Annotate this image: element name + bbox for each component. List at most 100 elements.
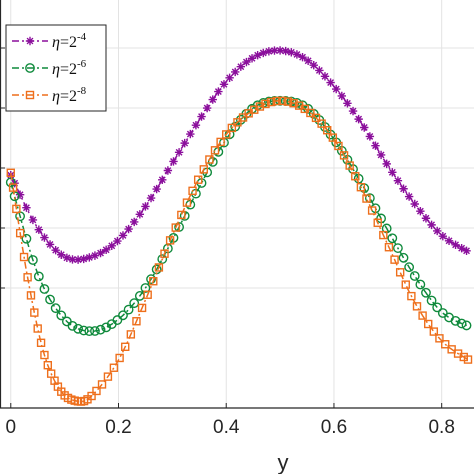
data-point [25,90,35,100]
data-point [371,141,380,150]
data-point [360,123,369,132]
data-point [283,97,293,106]
data-point [154,263,164,272]
legend-label: η=2-8 [52,85,87,105]
data-point [130,217,139,227]
data-point [395,268,405,277]
data-point [287,48,296,57]
data-point [365,132,375,141]
data-point [33,324,42,333]
data-point [68,255,77,264]
data-point [236,62,246,71]
legend-label: η=2-6 [52,58,87,78]
data-point [163,166,173,175]
data-point [331,84,341,94]
data-point [225,73,234,82]
data-point [8,183,18,192]
data-point [367,206,377,215]
x-tick-label: 0.6 [321,417,347,438]
data-point [410,199,419,209]
data-point [306,108,315,118]
data-point [214,87,223,96]
data-point [384,243,394,252]
data-point [303,56,313,65]
data-point [21,233,32,244]
data-point [34,225,44,234]
data-point [40,233,49,242]
data-point [334,141,343,151]
data-point [356,182,366,192]
data-point [270,46,279,55]
data-point [412,302,422,311]
data-point [126,330,136,339]
data-point [387,233,398,244]
grid-lines [0,0,474,408]
legend-item: η=2-4 [12,31,87,51]
data-point [216,137,225,147]
data-point [165,236,175,245]
data-point [451,240,460,250]
data-point [208,95,217,104]
data-point [317,119,326,128]
x-tick-label: 0.8 [428,417,454,438]
series-3 [6,96,473,406]
data-point [292,50,302,59]
data-point [421,287,431,298]
data-point [177,210,186,220]
data-point [289,98,298,108]
data-point [45,240,55,249]
data-point [441,340,450,349]
series-line [10,100,469,332]
data-point [141,202,150,211]
data-point [188,186,197,196]
data-point [450,315,461,326]
data-point [202,103,212,113]
data-point [459,352,468,362]
data-point [182,198,192,207]
data-point [33,271,44,282]
data-point [432,302,443,313]
data-point [132,317,141,326]
data-point [345,161,354,170]
data-point [186,129,195,139]
data-point [407,291,416,301]
data-point [85,253,94,262]
data-point [140,283,151,293]
data-point [432,226,442,236]
data-point [231,67,240,77]
data-point [315,66,324,75]
data-point [401,280,410,289]
data-point [15,228,25,238]
data-point [43,361,53,370]
data-point [390,255,399,264]
data-point [233,118,242,127]
data-point [171,223,180,232]
data-point [84,326,95,337]
data-point [191,120,201,130]
x-tick-label: 0.2 [105,417,131,438]
data-point [97,380,107,389]
data-point [149,277,158,286]
data-point [261,99,270,109]
data-point [351,172,360,181]
data-point [444,236,454,246]
data-point [337,91,347,101]
data-point [30,308,39,317]
data-point [457,243,466,253]
data-point [6,168,15,178]
data-point [51,246,60,255]
data-point [113,236,122,246]
data-point [118,310,128,321]
x-tick-label: 0 [5,417,16,438]
data-point [328,133,338,142]
data-point [112,315,123,325]
data-point [160,249,169,258]
data-point [272,96,281,106]
data-point [92,386,101,396]
data-point [73,323,84,334]
data-point [435,334,444,343]
data-point [404,262,415,273]
data-point [12,204,21,214]
data-point [193,175,203,184]
data-point [79,254,88,264]
